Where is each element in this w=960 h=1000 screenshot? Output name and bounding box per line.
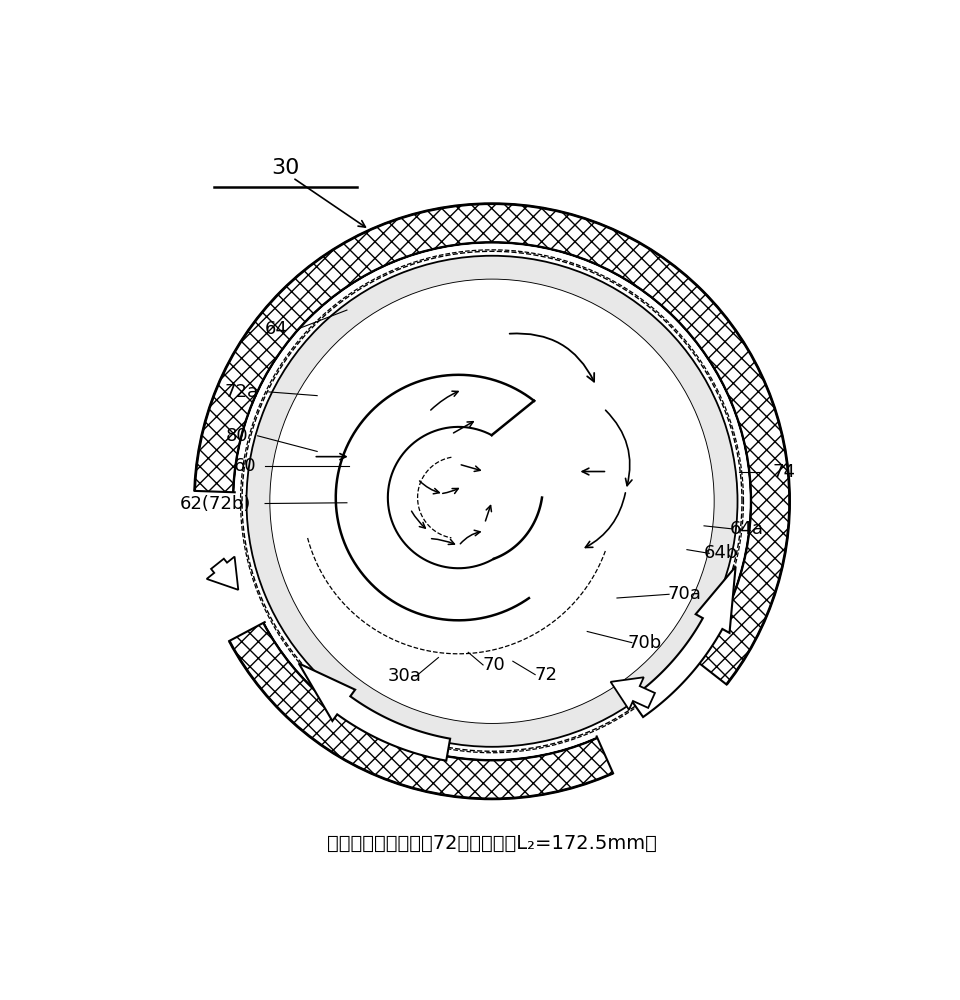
Text: 74: 74 — [773, 463, 796, 481]
Polygon shape — [299, 663, 450, 761]
Text: 30: 30 — [271, 158, 300, 178]
Text: 70a: 70a — [667, 585, 701, 603]
Circle shape — [194, 204, 789, 799]
Text: 70b: 70b — [628, 634, 661, 652]
FancyArrow shape — [611, 677, 655, 710]
Text: 62(72b): 62(72b) — [180, 495, 251, 513]
Text: 64a: 64a — [730, 520, 763, 538]
Text: 30a: 30a — [387, 667, 421, 685]
Text: 72a: 72a — [225, 383, 258, 401]
Text: 60: 60 — [233, 457, 256, 475]
Circle shape — [271, 280, 713, 723]
Text: 72: 72 — [534, 666, 557, 684]
Wedge shape — [191, 491, 267, 643]
Text: 64: 64 — [265, 320, 288, 338]
FancyArrow shape — [206, 557, 238, 590]
Text: 64b: 64b — [704, 544, 738, 562]
Circle shape — [234, 244, 750, 759]
Text: 70: 70 — [482, 656, 505, 674]
Polygon shape — [631, 567, 735, 717]
Text: 80: 80 — [227, 427, 249, 445]
Wedge shape — [596, 658, 730, 777]
Text: （延长混合气体通路72的通路长度L₂=172.5mm）: （延长混合气体通路72的通路长度L₂=172.5mm） — [327, 834, 657, 853]
